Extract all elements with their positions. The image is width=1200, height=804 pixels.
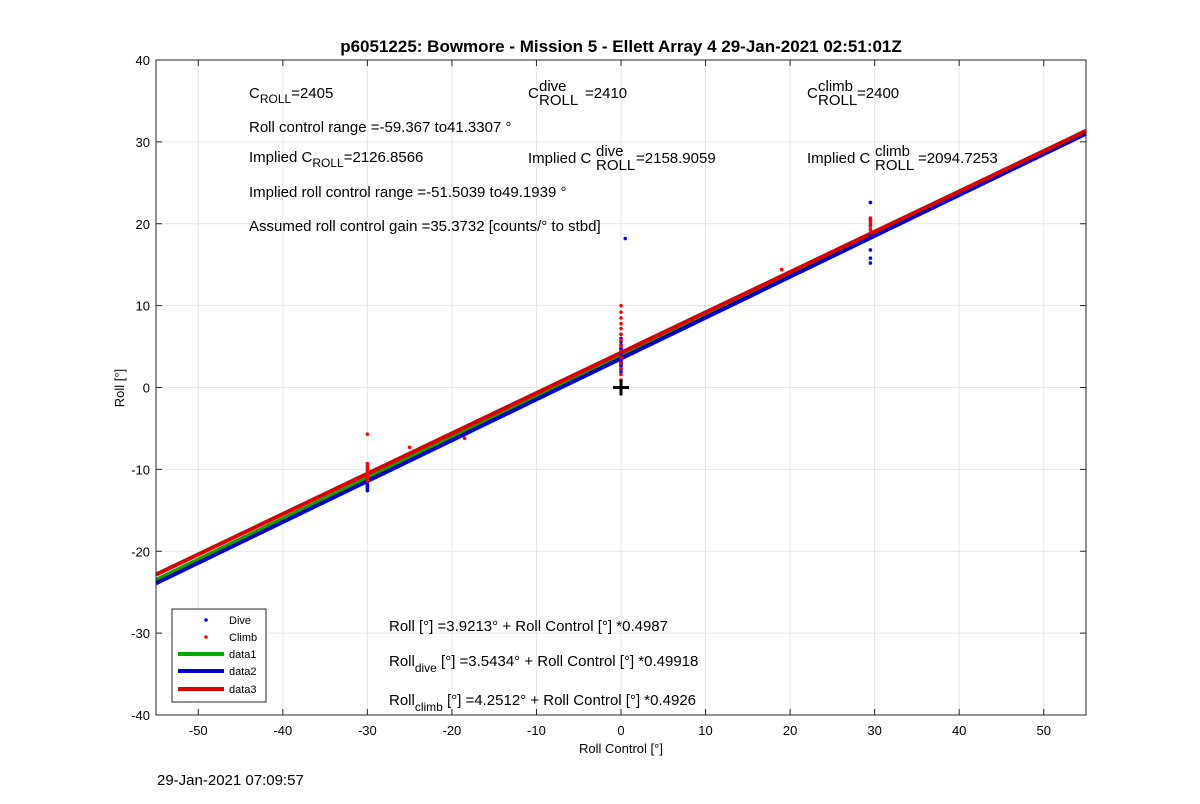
y-tick-label: -20 — [131, 544, 150, 559]
implied-range-annotation: Implied roll control range =-51.5039 to4… — [249, 184, 566, 201]
point-climb — [868, 227, 873, 232]
svg-text:C: C — [528, 85, 539, 102]
y-tick-label: 0 — [143, 381, 150, 396]
x-tick-label: -40 — [273, 723, 292, 738]
x-axis-label: Roll Control [°] — [579, 741, 663, 756]
svg-text:=2158.9059: =2158.9059 — [636, 150, 716, 167]
point-dive — [868, 248, 873, 252]
y-tick-label: -30 — [131, 626, 150, 641]
point-climb — [619, 349, 623, 354]
c-roll-annotation: CROLL=2405 — [249, 85, 333, 106]
implied-c-roll-climb-annotation: Implied C climb ROLL =2094.7253 — [807, 143, 998, 174]
svg-text:C: C — [807, 85, 818, 102]
fit-all-annotation: Roll [°] =3.9213° + Roll Control [°] *0.… — [389, 618, 668, 635]
y-tick-label: 10 — [136, 299, 150, 314]
plot-frame — [155, 59, 1087, 716]
c-roll-climb-annotation: C climb ROLL =2400 — [807, 78, 899, 109]
svg-text:dive: dive — [596, 143, 624, 160]
svg-text:=2094.7253: =2094.7253 — [918, 150, 998, 167]
point-climb — [619, 361, 623, 365]
point-dive — [365, 488, 370, 493]
point-dive — [450, 438, 454, 443]
point-climb — [619, 355, 623, 360]
y-tick-label: 40 — [136, 53, 150, 68]
point-climb — [619, 332, 623, 337]
point-climb — [619, 303, 623, 308]
point-climb — [779, 267, 784, 272]
svg-text:=2410: =2410 — [585, 85, 627, 102]
legend-data1-label: data1 — [229, 649, 257, 661]
c-roll-dive-annotation: C dive ROLL =2410 — [528, 78, 627, 109]
ticks: -50 -40 -30 -20 -10 0 10 20 30 40 50 -40 -30 -20 -10 0 1… — [131, 53, 1086, 738]
annotations: CROLL=2405 C dive ROLL =2410 C climb ROL… — [249, 78, 998, 714]
point-climb — [619, 372, 623, 377]
svg-text:ROLL: ROLL — [596, 157, 635, 174]
point-climb — [365, 479, 370, 483]
x-tick-label: -50 — [189, 723, 208, 738]
y-tick-label: 20 — [136, 217, 150, 232]
legend: Dive Climb data1 data2 data3 — [171, 608, 267, 703]
svg-text:Implied C: Implied C — [528, 150, 592, 167]
svg-text:climb: climb — [875, 143, 910, 160]
fit-dive-annotation: Rolldive [°] =3.5434° + Roll Control [°]… — [389, 653, 698, 675]
x-tick-label: -10 — [527, 723, 546, 738]
origin-marker — [613, 379, 629, 396]
x-tick-label: -20 — [443, 723, 462, 738]
svg-text:=2400: =2400 — [857, 85, 899, 102]
x-tick-label: 50 — [1036, 723, 1050, 738]
y-tick-label: -10 — [131, 462, 150, 477]
point-climb — [868, 224, 873, 229]
point-climb — [868, 230, 873, 235]
point-climb — [462, 436, 467, 441]
point-climb — [619, 366, 623, 371]
point-climb — [619, 326, 623, 331]
point-climb — [407, 445, 412, 450]
point-dive — [868, 261, 873, 265]
fit-climb-annotation: Rollclimb [°] =4.2512° + Roll Control [°… — [389, 692, 696, 714]
legend-climb-label: Climb — [229, 632, 257, 644]
point-climb — [868, 216, 873, 220]
legend-dive-swatch — [204, 618, 208, 622]
legend-dive-label: Dive — [229, 615, 251, 627]
point-climb — [619, 310, 623, 314]
svg-text:ROLL: ROLL — [539, 92, 578, 109]
gain-annotation: Assumed roll control gain =35.3732 [coun… — [249, 218, 601, 235]
y-tick-label: 30 — [136, 135, 150, 150]
legend-data2-label: data2 — [229, 666, 257, 678]
point-dive — [623, 236, 628, 241]
svg-text:ROLL: ROLL — [818, 92, 857, 109]
point-climb — [619, 343, 623, 348]
point-dive — [868, 256, 873, 260]
point-climb — [365, 432, 370, 436]
chart-title: p6051225: Bowmore - Mission 5 - Ellett A… — [340, 37, 902, 56]
svg-text:climb: climb — [818, 78, 853, 95]
point-climb — [619, 316, 623, 320]
svg-text:dive: dive — [539, 78, 567, 95]
implied-c-roll-annotation: Implied CROLL=2126.8566 — [249, 149, 423, 170]
x-tick-label: 30 — [867, 723, 881, 738]
legend-data3-label: data3 — [229, 684, 257, 696]
implied-c-roll-dive-annotation: Implied C dive ROLL =2158.9059 — [528, 143, 716, 174]
point-climb — [619, 338, 623, 342]
data-points — [365, 200, 873, 493]
x-tick-label: 10 — [698, 723, 712, 738]
x-tick-label: 40 — [952, 723, 966, 738]
footer-timestamp: 29-Jan-2021 07:09:57 — [157, 772, 304, 789]
y-axis-label: Roll [°] — [112, 369, 127, 407]
svg-text:Implied C: Implied C — [807, 150, 871, 167]
y-tick-label: -40 — [131, 708, 150, 723]
x-tick-label: -30 — [358, 723, 377, 738]
legend-climb-swatch — [204, 635, 208, 639]
roll-range-annotation: Roll control range =-59.367 to41.3307 ° — [249, 119, 511, 136]
x-tick-label: 0 — [617, 723, 624, 738]
point-climb — [619, 321, 623, 326]
x-tick-label: 20 — [783, 723, 797, 738]
svg-text:ROLL: ROLL — [875, 157, 914, 174]
point-dive — [868, 200, 873, 205]
